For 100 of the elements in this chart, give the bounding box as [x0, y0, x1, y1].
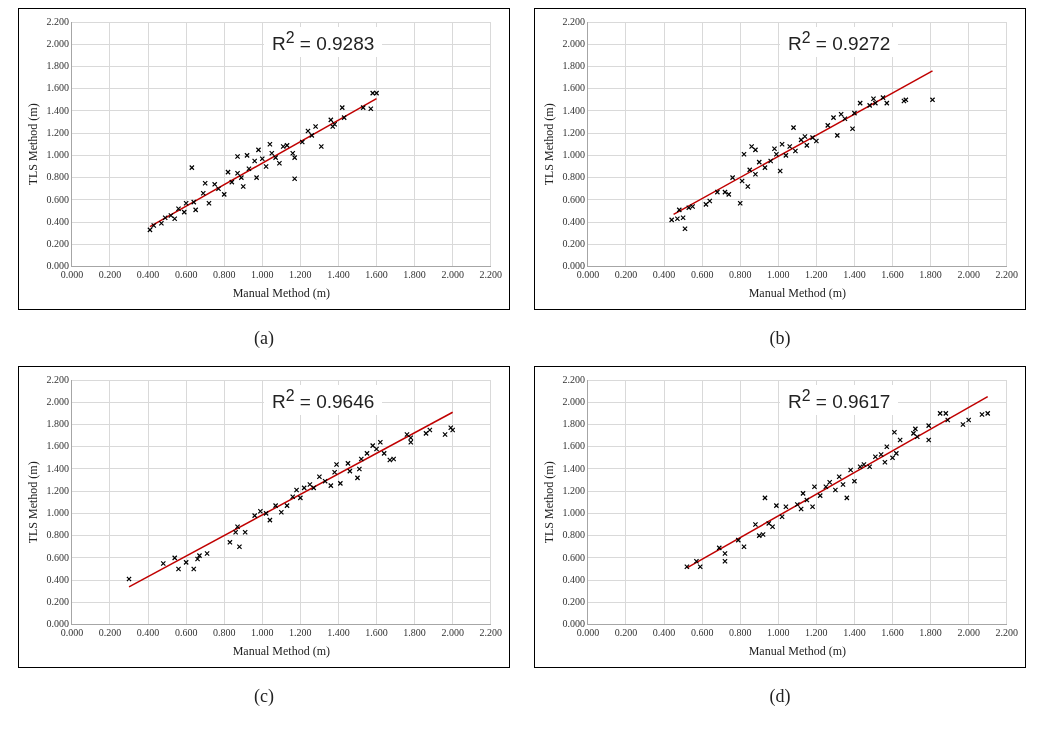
y-tick-label: 1.400	[46, 104, 69, 116]
point	[842, 116, 848, 122]
x-tick-label: 1.400	[327, 269, 350, 281]
y-tick-label: 1.000	[562, 149, 585, 161]
point	[181, 209, 187, 215]
point	[783, 152, 789, 159]
point	[794, 501, 801, 508]
annotation: R$^{2}$ = 0.9283	[264, 27, 383, 58]
point	[811, 484, 818, 490]
y-tick-label: 1.400	[562, 104, 585, 116]
point	[676, 207, 683, 213]
point	[804, 497, 810, 503]
y-tick-label: 0.000	[562, 618, 585, 630]
point	[162, 214, 168, 221]
point	[684, 564, 690, 570]
y-tick-label: 1.600	[46, 82, 69, 94]
x-tick-label: 2.200	[995, 269, 1018, 281]
point	[762, 495, 768, 501]
point	[891, 429, 898, 435]
point	[741, 151, 747, 158]
x-tick-label: 0.800	[212, 269, 236, 281]
point	[741, 544, 747, 550]
point	[870, 95, 877, 102]
point	[714, 189, 721, 195]
point	[168, 212, 174, 219]
point	[925, 422, 932, 429]
annotation: R$^{2}$ = 0.9272	[780, 27, 899, 58]
y-tick-label: 0.400	[46, 215, 69, 227]
x-tick-label: 1.800	[919, 269, 942, 281]
point	[175, 566, 182, 572]
point	[910, 430, 917, 437]
point	[206, 200, 212, 206]
y-tick-label: 1.200	[46, 484, 69, 496]
y-tick-label: 1.200	[46, 126, 69, 138]
x-tick-label: 1.200	[289, 269, 312, 281]
point	[813, 138, 820, 144]
point	[777, 168, 783, 174]
point	[937, 410, 943, 417]
point	[196, 552, 203, 559]
point	[276, 160, 283, 166]
x-tick-label: 0.800	[728, 269, 752, 281]
point	[823, 484, 829, 490]
point	[689, 203, 696, 210]
point	[729, 174, 736, 181]
point	[373, 90, 380, 96]
point	[234, 170, 241, 176]
point	[339, 104, 345, 111]
point	[680, 214, 686, 221]
point	[368, 106, 374, 112]
point	[668, 217, 675, 223]
x-tick-label: 1.400	[843, 627, 866, 639]
point	[299, 139, 305, 145]
point	[809, 134, 816, 141]
point	[674, 216, 681, 222]
point	[236, 544, 243, 550]
point	[267, 141, 273, 148]
point	[745, 183, 751, 190]
point	[387, 457, 393, 463]
y-tick-label: 1.000	[46, 507, 69, 519]
x-tick-label: 1.600	[365, 269, 388, 281]
point	[760, 531, 766, 538]
x-tick-label: 0.600	[690, 269, 714, 281]
annotation: R$^{2}$ = 0.9646	[264, 385, 383, 416]
y-axis-title: TLS Method (m)	[26, 461, 41, 544]
point	[752, 521, 759, 528]
y-tick-label: 0.000	[46, 260, 69, 272]
x-tick-label: 2.000	[441, 269, 464, 281]
y-tick-label: 0.800	[562, 171, 585, 183]
point	[183, 559, 189, 566]
point	[851, 110, 858, 116]
point	[257, 508, 264, 514]
point	[756, 159, 762, 165]
point	[739, 178, 745, 184]
point	[889, 455, 896, 461]
y-tick-label: 0.200	[562, 595, 585, 607]
point	[925, 437, 932, 443]
y-tick-label: 1.600	[562, 440, 585, 452]
x-tick-label: 1.600	[881, 269, 904, 281]
y-tick-label: 1.600	[46, 440, 69, 452]
point	[979, 411, 985, 418]
x-tick-label: 0.400	[652, 269, 676, 281]
point	[373, 446, 380, 452]
point	[442, 431, 448, 438]
y-tick-label: 1.400	[46, 462, 69, 474]
point	[194, 556, 201, 562]
point	[251, 158, 258, 164]
point	[263, 510, 269, 517]
point	[312, 123, 319, 130]
x-tick-label: 0.200	[614, 269, 638, 281]
point	[215, 186, 222, 192]
y-tick-label: 1.800	[562, 418, 585, 430]
point	[693, 558, 700, 564]
y-tick-label: 0.600	[562, 551, 585, 563]
point	[255, 147, 262, 153]
point	[227, 539, 233, 546]
point	[309, 132, 315, 139]
y-tick-label: 2.200	[562, 373, 585, 385]
y-tick-label: 1.800	[562, 60, 585, 72]
point	[878, 451, 884, 458]
y-tick-label: 1.200	[562, 126, 585, 138]
